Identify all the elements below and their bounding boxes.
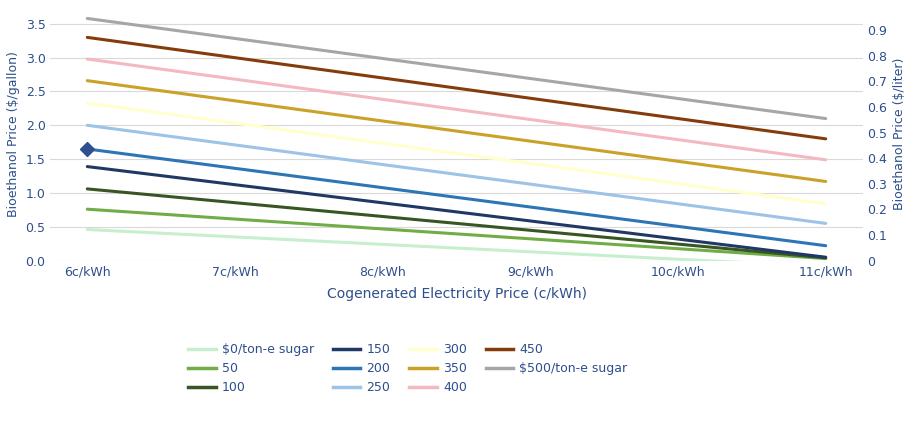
Y-axis label: Bioethanol Price ($/gallon): Bioethanol Price ($/gallon) [7,51,20,217]
Y-axis label: Bioethanol Price ($/liter): Bioethanol Price ($/liter) [893,58,906,210]
X-axis label: Cogenerated Electricity Price (c/kWh): Cogenerated Electricity Price (c/kWh) [327,287,586,301]
Legend: $0/ton-e sugar, 50, 100, 150, 200, 250, 300, 350, 400, 450, $500/ton-e sugar: $0/ton-e sugar, 50, 100, 150, 200, 250, … [188,343,627,394]
